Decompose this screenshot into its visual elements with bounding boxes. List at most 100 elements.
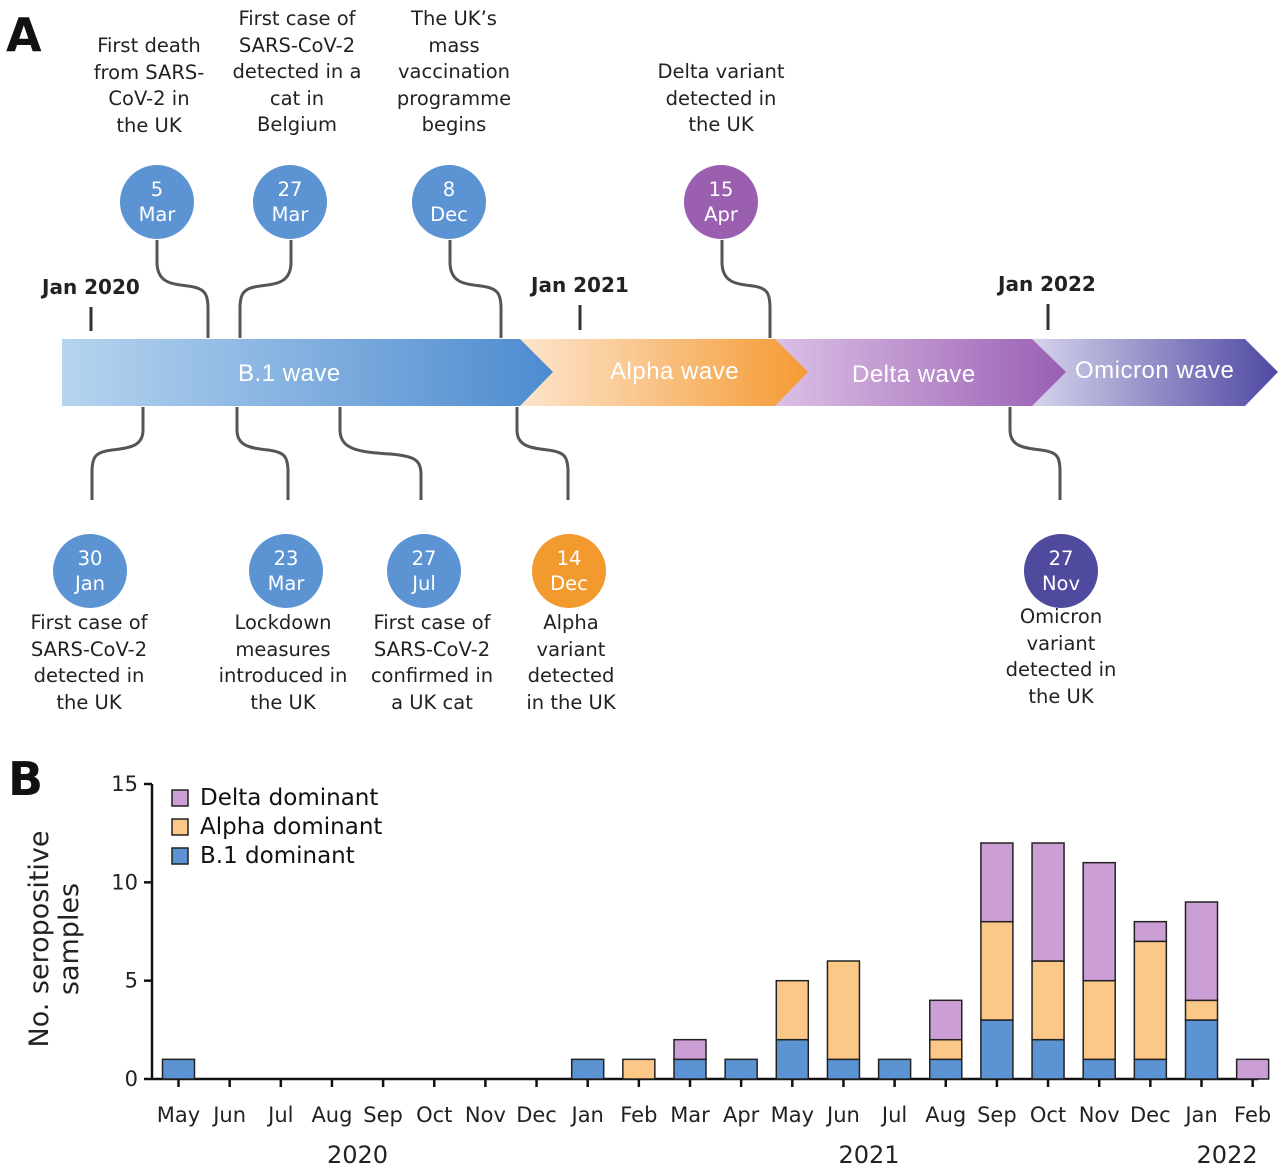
connector-5-mar bbox=[155, 240, 210, 338]
x-tick-label: Jun bbox=[211, 1103, 246, 1127]
event-day: 27 bbox=[1048, 547, 1074, 570]
event-day: 27 bbox=[411, 547, 437, 570]
event-text-first-case-uk: First case of SARS-CoV-2 detected in the… bbox=[30, 611, 148, 714]
event-text-alpha-detected: Alpha variant detected in the UK bbox=[526, 611, 616, 714]
event-day: 27 bbox=[277, 178, 303, 201]
event-text-uk-cat: First case of SARS-CoV-2 confirmed in a … bbox=[370, 611, 494, 714]
x-tick-label: May bbox=[157, 1103, 200, 1127]
legend-swatch bbox=[171, 818, 189, 836]
y-tick-label: 10 bbox=[111, 870, 138, 894]
timeline bbox=[62, 240, 1278, 500]
bar-b1-8 bbox=[570, 1058, 605, 1080]
x-tick-label: Oct bbox=[416, 1103, 452, 1127]
bar-b1-19 bbox=[1133, 1058, 1168, 1080]
event-month: Nov bbox=[1041, 572, 1081, 595]
b1-wave-arrow bbox=[62, 339, 553, 406]
bar-alpha-20 bbox=[1184, 999, 1219, 1021]
bar-b1-12 bbox=[775, 1038, 810, 1080]
event-month: Mar bbox=[267, 572, 305, 595]
x-tick-label: Jun bbox=[825, 1103, 860, 1127]
wave-label-alpha: Alpha wave bbox=[610, 358, 740, 385]
event-day: 14 bbox=[556, 547, 582, 570]
bar-alpha-12 bbox=[775, 979, 810, 1041]
legend-swatch bbox=[171, 789, 189, 807]
event-circle-27-nov: 27 Nov bbox=[1024, 534, 1098, 608]
x-tick-label: Jan bbox=[1183, 1103, 1217, 1127]
x-tick-label: Dec bbox=[516, 1103, 557, 1127]
event-circle-30-jan: 30 Jan bbox=[53, 534, 127, 608]
year-label-2020: 2020 bbox=[327, 1141, 388, 1165]
bar-delta-21 bbox=[1235, 1058, 1270, 1080]
wave-label-b1: B.1 wave bbox=[238, 360, 341, 387]
event-day: 5 bbox=[150, 178, 164, 201]
event-text-first-death: First death from SARS- CoV-2 in the UK bbox=[93, 34, 205, 137]
x-tick-label: Sep bbox=[363, 1103, 403, 1127]
legend-label: Delta dominant bbox=[200, 785, 378, 811]
wave-label-delta: Delta wave bbox=[852, 361, 976, 388]
bar-delta-20 bbox=[1184, 901, 1219, 1002]
bar-alpha-9 bbox=[622, 1058, 656, 1080]
bar-alpha-16 bbox=[980, 920, 1014, 1021]
year-label-2022: 2022 bbox=[1197, 1141, 1258, 1165]
x-tick-label: Feb bbox=[620, 1103, 657, 1127]
event-day: 30 bbox=[77, 547, 103, 570]
event-text-delta-detected: Delta variant detected in the UK bbox=[657, 60, 785, 136]
event-circle-8-dec: 8 Dec bbox=[412, 165, 486, 239]
x-tick-label: Jan bbox=[570, 1103, 604, 1127]
bar-b1-13 bbox=[826, 1058, 861, 1080]
bar-delta-16 bbox=[980, 842, 1014, 923]
wave-label-omicron: Omicron wave bbox=[1075, 357, 1235, 384]
x-tick-label: May bbox=[771, 1103, 814, 1127]
connector-14-dec bbox=[515, 407, 570, 500]
event-day: 15 bbox=[708, 178, 734, 201]
x-tick-label: Aug bbox=[925, 1103, 966, 1127]
x-tick-label: Feb bbox=[1234, 1103, 1271, 1127]
event-circle-23-mar: 23 Mar bbox=[249, 534, 323, 608]
bar-b1-11 bbox=[724, 1058, 758, 1080]
year-label-2022: Jan 2022 bbox=[998, 272, 1096, 296]
event-circle-15-apr: 15 Apr bbox=[684, 165, 758, 239]
bar-delta-17 bbox=[1031, 842, 1065, 962]
year-label-2020: Jan 2020 bbox=[42, 275, 140, 299]
connector-30-jan bbox=[90, 407, 145, 500]
bar-delta-19 bbox=[1133, 920, 1168, 943]
alpha-wave-arrow bbox=[516, 339, 808, 406]
event-circle-14-dec: 14 Dec bbox=[532, 534, 606, 608]
event-circle-27-jul: 27 Jul bbox=[387, 534, 461, 608]
bar-alpha-19 bbox=[1133, 940, 1168, 1061]
omicron-wave-arrow bbox=[1028, 339, 1278, 406]
bar-alpha-13 bbox=[826, 960, 861, 1061]
year-label-2021: Jan 2021 bbox=[531, 273, 629, 297]
event-month: Mar bbox=[138, 203, 176, 226]
event-month: Apr bbox=[704, 203, 738, 226]
legend-label: B.1 dominant bbox=[200, 843, 355, 869]
bar-b1-17 bbox=[1031, 1038, 1065, 1080]
y-tick-label: 5 bbox=[125, 969, 138, 993]
event-text-cat-belgium: First case of SARS-CoV-2 detected in a c… bbox=[232, 7, 362, 136]
x-tick-label: Jul bbox=[266, 1103, 293, 1127]
legend-label: Alpha dominant bbox=[200, 814, 382, 840]
bar-b1-14 bbox=[877, 1058, 912, 1080]
x-tick-label: Sep bbox=[977, 1103, 1017, 1127]
connector-27-jul bbox=[338, 407, 423, 500]
bar-b1-16 bbox=[980, 1019, 1014, 1080]
x-tick-label: Aug bbox=[311, 1103, 352, 1127]
event-circle-5-mar: 5 Mar bbox=[120, 165, 194, 239]
delta-wave-arrow bbox=[772, 339, 1066, 406]
event-text-lockdown: Lockdown measures introduced in the UK bbox=[218, 611, 348, 714]
event-month: Jul bbox=[412, 572, 436, 595]
event-month: Jan bbox=[74, 572, 106, 595]
bar-delta-18 bbox=[1082, 861, 1116, 982]
bar-b1-18 bbox=[1082, 1058, 1116, 1080]
bar-delta-10 bbox=[673, 1038, 707, 1061]
event-month: Dec bbox=[430, 203, 468, 226]
bar-alpha-18 bbox=[1082, 979, 1116, 1061]
y-axis-label: No. seropositivesamples bbox=[24, 830, 85, 1047]
connector-27-mar bbox=[238, 240, 293, 338]
stacked-bar-chart: 0 5 10 15 No. seropositivesamples May Jun Jul Au… bbox=[24, 772, 1271, 1165]
y-tick-label: 15 bbox=[111, 772, 138, 796]
bar-b1-10 bbox=[673, 1058, 707, 1080]
bar-alpha-17 bbox=[1031, 960, 1065, 1041]
legend-swatch bbox=[171, 847, 189, 865]
connector-23-mar bbox=[235, 407, 290, 500]
